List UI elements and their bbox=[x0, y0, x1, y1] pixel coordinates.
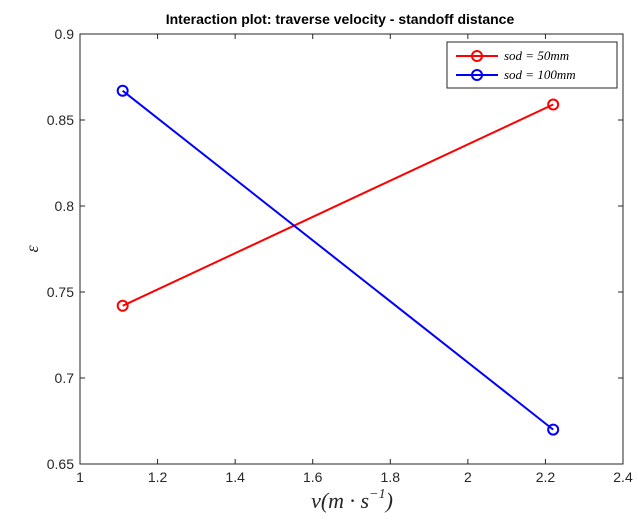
y-tick-label: 0.75 bbox=[47, 284, 74, 300]
legend-marker-1 bbox=[471, 69, 483, 81]
series-layer bbox=[116, 84, 560, 436]
x-axis-label-superscript: −1 bbox=[369, 487, 385, 502]
x-axis-ticks: 1 1.2 1.4 1.6 1.8 2 2.2 2.4 bbox=[76, 34, 633, 485]
data-point bbox=[547, 98, 560, 111]
x-tick-label: 2 bbox=[464, 469, 472, 485]
x-tick-label: 1.6 bbox=[303, 469, 323, 485]
x-axis-label: v(m · s−1) bbox=[311, 487, 393, 513]
series-line-1 bbox=[122, 89, 554, 431]
y-axis-ticks: 0.65 0.7 0.75 0.8 0.85 0.9 bbox=[47, 26, 623, 472]
x-tick-label: 1.2 bbox=[148, 469, 168, 485]
x-tick-label: 1.4 bbox=[225, 469, 245, 485]
series-line-0 bbox=[122, 103, 554, 307]
x-tick-label: 2.2 bbox=[536, 469, 556, 485]
plot-area bbox=[79, 33, 624, 465]
x-tick-label: 1 bbox=[76, 469, 84, 485]
y-tick-label: 0.8 bbox=[55, 198, 75, 214]
y-tick-label: 0.7 bbox=[55, 370, 75, 386]
y-axis-label: ε bbox=[22, 245, 42, 253]
x-tick-label: 2.4 bbox=[613, 469, 633, 485]
legend: sod = 50mm sod = 100mm bbox=[446, 41, 618, 89]
y-tick-label: 0.85 bbox=[47, 112, 74, 128]
y-tick-label: 0.65 bbox=[47, 456, 74, 472]
legend-marker-0 bbox=[471, 50, 483, 62]
chart-title: Interaction plot: traverse velocity - st… bbox=[166, 11, 515, 27]
legend-label-0: sod = 50mm bbox=[504, 48, 569, 63]
data-point bbox=[116, 84, 129, 97]
x-tick-label: 1.8 bbox=[381, 469, 401, 485]
data-point bbox=[547, 423, 560, 436]
data-point bbox=[116, 299, 129, 312]
legend-label-1: sod = 100mm bbox=[504, 67, 576, 82]
y-tick-label: 0.9 bbox=[55, 26, 75, 42]
